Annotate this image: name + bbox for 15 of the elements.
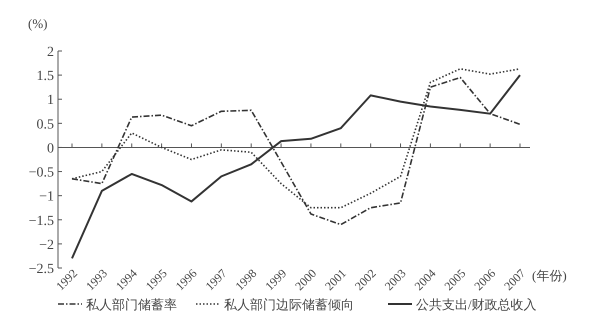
y-tick-label: −2 xyxy=(39,238,54,253)
y-tick-label: −1.5 xyxy=(28,214,54,229)
y-tick-label: −2.5 xyxy=(28,262,54,277)
x-axis-title: (年份) xyxy=(532,268,567,283)
legend-label: 私人部门储蓄率 xyxy=(86,297,177,312)
y-tick-label: 1 xyxy=(47,93,54,108)
y-tick-label: 0 xyxy=(47,141,54,156)
y-tick-label: 2 xyxy=(47,45,54,60)
y-tick-label: 0.5 xyxy=(36,117,54,132)
y-tick-label: −1 xyxy=(39,190,54,205)
y-tick-label: 1.5 xyxy=(36,69,54,84)
legend-label: 私人部门边际储蓄倾向 xyxy=(224,297,354,312)
y-axis-title: (%) xyxy=(28,16,48,31)
legend-label: 公共支出/财政总收入 xyxy=(416,297,537,312)
y-tick-label: −0.5 xyxy=(28,166,54,181)
